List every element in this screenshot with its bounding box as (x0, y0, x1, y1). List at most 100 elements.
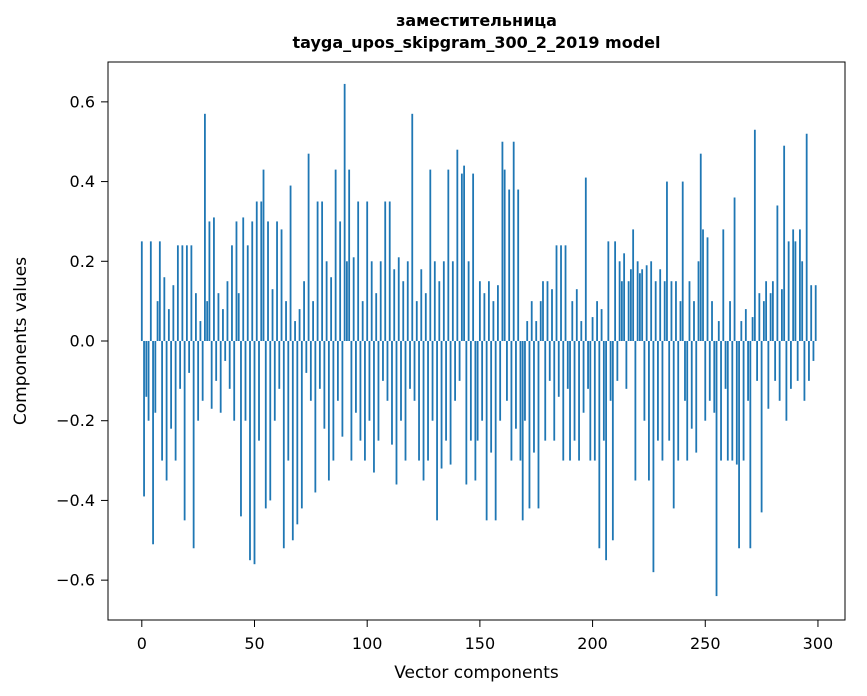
bar (738, 341, 740, 549)
bar (799, 229, 801, 341)
bar (170, 341, 173, 429)
bar (273, 341, 276, 421)
bar (294, 321, 296, 341)
bar (744, 309, 747, 341)
bar (796, 341, 799, 381)
bar (780, 289, 783, 341)
bar (722, 229, 725, 341)
bar (528, 341, 531, 509)
bar (512, 141, 515, 341)
bar (158, 241, 161, 341)
bar (539, 301, 542, 341)
bar (156, 301, 159, 341)
bar (163, 277, 166, 341)
bar (384, 201, 387, 341)
bar (758, 293, 761, 341)
bar (278, 341, 281, 389)
y-tick-label: 0.6 (70, 92, 95, 111)
bar (469, 341, 472, 441)
bar (298, 309, 301, 341)
bar (704, 341, 707, 421)
bar (300, 341, 303, 509)
bar (652, 341, 655, 573)
bar (506, 341, 508, 401)
bar (305, 341, 308, 373)
bar (584, 177, 587, 341)
bar (641, 269, 644, 341)
bar (774, 341, 777, 381)
bar (217, 293, 220, 341)
bar (699, 153, 702, 341)
bar (609, 341, 612, 401)
bar (661, 341, 664, 461)
bar (530, 301, 533, 341)
bar (172, 285, 175, 341)
bar (440, 341, 443, 469)
bar (368, 341, 371, 421)
bar (361, 301, 364, 341)
bar (557, 341, 560, 397)
y-tick-label: 0.2 (70, 252, 95, 271)
bar (289, 185, 292, 341)
bar (332, 341, 335, 461)
bar (769, 293, 772, 341)
y-tick-label: −0.2 (56, 411, 95, 430)
bar (411, 113, 414, 341)
bar (375, 293, 378, 341)
bar (377, 341, 380, 441)
bar (296, 341, 299, 525)
bar (508, 189, 511, 341)
bar (548, 341, 551, 381)
bar (487, 281, 490, 341)
bar (447, 169, 450, 341)
x-tick-label: 150 (465, 634, 496, 653)
y-tick-label: −0.4 (56, 491, 95, 510)
bar (785, 341, 788, 421)
bar (352, 257, 355, 341)
bar (686, 341, 689, 461)
bar (458, 341, 461, 381)
bar (510, 341, 513, 461)
bar (690, 341, 693, 429)
x-tick-label: 300 (803, 634, 834, 653)
bar (463, 165, 465, 341)
chart-title-line2: tayga_upos_skipgram_300_2_2019 model (293, 33, 661, 52)
bar (805, 133, 808, 341)
bar (598, 341, 601, 549)
bar (803, 341, 806, 401)
bar (697, 261, 700, 341)
bar (657, 341, 659, 441)
bar (708, 341, 711, 401)
bar (409, 341, 411, 389)
bar (711, 301, 713, 341)
bar (336, 341, 339, 401)
bar (787, 241, 790, 341)
bar (346, 261, 348, 341)
bar (402, 281, 405, 341)
bar (650, 261, 653, 341)
bar (501, 141, 504, 341)
bar (327, 341, 330, 481)
bar (587, 341, 589, 389)
bar (334, 169, 337, 341)
bar (201, 341, 204, 401)
bar (717, 321, 720, 341)
bar (406, 261, 409, 341)
bar (240, 341, 242, 517)
bar (580, 321, 583, 341)
chart-title-line1: заместительница (396, 11, 557, 30)
bar (357, 201, 360, 341)
bar (702, 229, 704, 341)
bar (497, 285, 499, 341)
bar (422, 341, 425, 481)
bar (618, 261, 621, 341)
bar (228, 341, 231, 389)
bar (233, 341, 236, 421)
bar (185, 245, 188, 341)
bar (693, 301, 695, 341)
bar (454, 341, 456, 401)
x-tick-label: 100 (352, 634, 383, 653)
bar (451, 261, 454, 341)
bar (767, 341, 770, 409)
bar (578, 341, 580, 461)
